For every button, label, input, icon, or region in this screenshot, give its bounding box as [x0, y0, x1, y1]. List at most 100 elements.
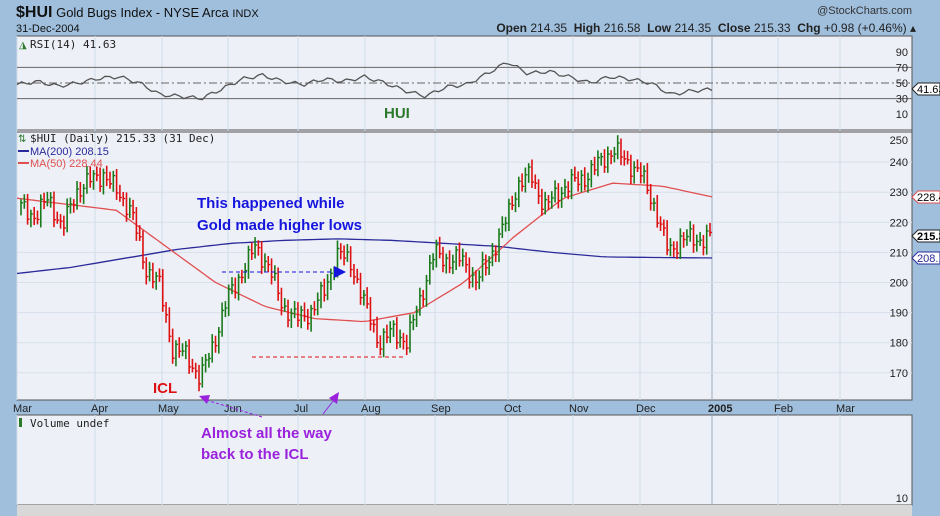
ohlc-bar: [448, 250, 452, 274]
annotation-note1-line2: Gold made higher lows: [197, 217, 362, 234]
ohlc-bar: [46, 191, 50, 207]
ohlc-bar: [20, 199, 23, 216]
ohlc-bar: [399, 329, 403, 348]
ohlc-bar: [485, 254, 488, 276]
ohlc-bar: [702, 234, 706, 256]
ohlc-bar: [214, 335, 218, 353]
chg-value: +0.98 (+0.46%): [823, 21, 907, 35]
ohlc-bar: [181, 343, 185, 357]
ohlc-bar: [475, 270, 478, 291]
ohlc-bar: [145, 257, 149, 285]
ohlc-bar: [359, 272, 363, 305]
ohlc-bar: [682, 232, 686, 248]
ohlc-bar: [442, 246, 445, 273]
ohlc-bar: [590, 160, 594, 188]
ohlc-bar: [653, 197, 656, 212]
ohlc-bar: [231, 277, 234, 295]
ohlc-bar: [481, 251, 485, 282]
rsi-line: [16, 62, 713, 101]
x-tick-label: Jun: [224, 403, 242, 415]
arrowhead-icon: [334, 266, 346, 278]
ohlc-bar: [613, 146, 617, 163]
ohlc-bar: [396, 317, 399, 350]
index-name: Gold Bugs Index - NYSE Arca: [56, 5, 229, 20]
ohlc-bar: [659, 216, 663, 231]
ohlc-bar: [72, 199, 76, 213]
ohlc-bar: [69, 197, 73, 214]
svg-text:208.15: 208.15: [917, 253, 940, 265]
x-tick-label: Sep: [431, 403, 451, 415]
ohlc-summary: Open 214.35 High 216.58 Low 214.35 Close…: [496, 21, 916, 35]
x-tick-label: Nov: [569, 403, 589, 415]
ohlc-bar: [676, 241, 680, 259]
ma200-line: [16, 238, 713, 275]
ohlc-bar: [409, 314, 413, 353]
ohlc-bar: [227, 284, 231, 317]
ohlc-bar: [517, 176, 521, 208]
ohlc-bar: [372, 319, 376, 333]
ohlc-bar: [204, 353, 208, 373]
rsi-tick-label: 10: [896, 109, 908, 121]
ohlc-bar: [577, 171, 581, 192]
ohlc-bar: [185, 341, 188, 360]
ohlc-bar: [511, 195, 515, 210]
ohlc-bar: [438, 236, 442, 259]
ohlc-bar: [112, 170, 116, 192]
rsi-tick-label: 50: [896, 78, 908, 90]
ohlc-bar: [646, 163, 650, 195]
ohlc-bar: [250, 242, 254, 260]
ohlc-bar: [607, 146, 610, 173]
ohlc-bar: [567, 181, 571, 200]
ohlc-bar: [194, 362, 198, 379]
ohlc-bar: [135, 207, 139, 241]
ohlc-bar: [198, 364, 202, 392]
ohlc-bar: [343, 245, 347, 266]
ohlc-bar: [610, 150, 614, 165]
ohlc-bar: [415, 305, 419, 327]
ma50-line: [16, 182, 713, 323]
ohlc-bar: [283, 298, 287, 312]
ohlc-bar: [527, 163, 531, 183]
price-tick-label: 210: [890, 247, 908, 259]
rsi-tick-label: 90: [896, 47, 908, 59]
ohlc-bar: [148, 261, 152, 282]
ohlc-bar: [498, 228, 502, 263]
ohlc-bar: [293, 300, 297, 319]
ohlc-bar: [405, 334, 409, 356]
rsi-legend: RSI(14) 41.63: [30, 38, 116, 51]
ohlc-bar: [709, 222, 712, 237]
ohlc-bar: [465, 252, 469, 273]
ohlc-bar: [290, 308, 294, 329]
ohlc-bar: [531, 159, 534, 188]
ohlc-bar: [587, 172, 591, 193]
ohlc-bar: [201, 356, 205, 388]
ohlc-bar: [600, 152, 604, 166]
high-label: High: [573, 21, 601, 35]
rsi-tag: 41.63: [911, 82, 940, 96]
ohlc-bar: [39, 194, 43, 228]
price-legend: $HUI (Daily) 215.33 (31 Dec): [30, 132, 215, 145]
ohlc-bar: [478, 270, 482, 290]
ohlc-bar: [152, 262, 155, 289]
ohlc-bar: [43, 192, 47, 210]
arrowhead-icon: [329, 392, 339, 404]
ohlc-bar: [161, 269, 165, 312]
ohlc-bar: [142, 230, 145, 270]
arrowhead-icon: [199, 395, 210, 404]
ohlc-bar: [458, 242, 462, 267]
chart-title: $HUI Gold Bugs Index - NYSE Arca INDX: [16, 4, 259, 23]
open-label: Open: [496, 21, 527, 35]
ohlc-bar: [366, 287, 370, 309]
annotation-note2-line2: back to the ICL: [201, 446, 309, 463]
x-tick-label: Apr: [91, 403, 108, 415]
price-tick-label: 240: [890, 157, 908, 169]
ohlc-bar: [630, 154, 633, 185]
ohlc-bar: [346, 244, 350, 262]
ohlc-bar: [26, 193, 30, 225]
x-tick-label: Mar: [836, 403, 855, 415]
ohlc-bar: [580, 170, 584, 193]
rsi-icon: ◮: [19, 40, 27, 51]
price-tick-label: 250: [890, 135, 908, 147]
ohlc-bar: [557, 183, 561, 209]
ohlc-bar: [541, 188, 544, 216]
